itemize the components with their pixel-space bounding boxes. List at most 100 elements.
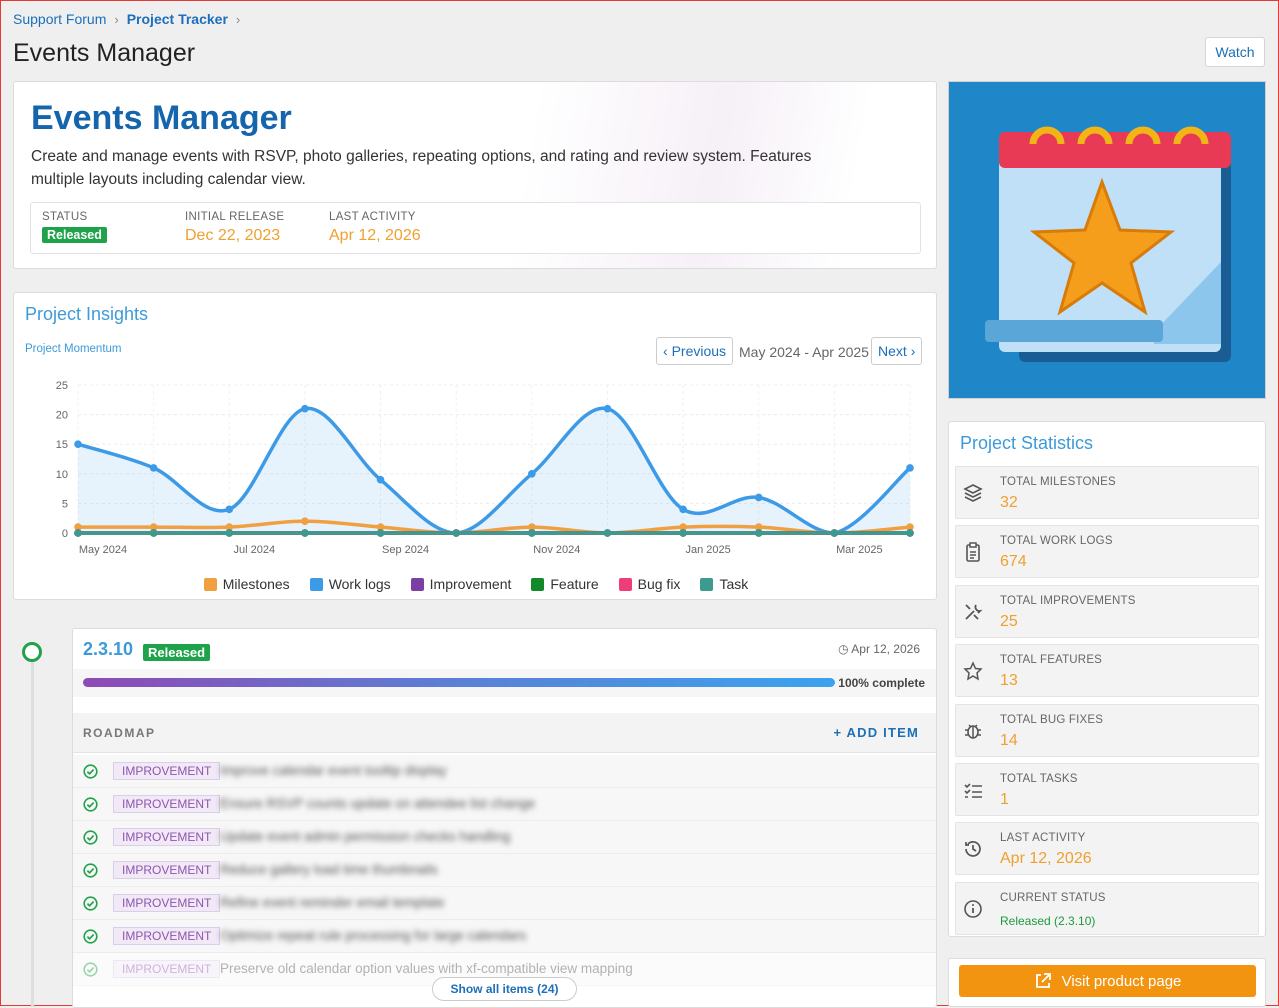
y-tick-label: 10 — [56, 469, 68, 481]
stat-value: Released (2.3.10) — [1000, 913, 1096, 928]
product-image — [948, 81, 1266, 399]
legend-label: Milestones — [222, 576, 290, 592]
data-point-milestones — [301, 517, 309, 525]
stat-label: TOTAL WORK LOGS — [1000, 535, 1113, 548]
roadmap-item[interactable]: IMPROVEMENT Optimize repeat rule processi… — [73, 920, 936, 953]
data-point-work-logs — [225, 505, 234, 514]
date-range: May 2024 - Apr 2025 — [739, 344, 869, 360]
data-point-task — [830, 529, 839, 537]
data-point-task — [452, 529, 460, 537]
check-circle-icon — [83, 797, 98, 812]
check-circle-icon — [83, 896, 98, 911]
x-tick-label: Sep 2024 — [382, 544, 429, 556]
star-icon — [963, 661, 983, 681]
insights-subtitle: Project Momentum — [25, 343, 122, 355]
data-point-milestones — [74, 523, 82, 531]
layers-icon — [963, 484, 983, 502]
stat-label: LAST ACTIVITY — [1000, 832, 1086, 845]
data-point-task — [528, 529, 536, 537]
project-hero: Events Manager Create and manage events … — [13, 81, 937, 269]
data-point-task — [74, 529, 82, 537]
roadmap-item-tag: IMPROVEMENT — [113, 795, 221, 813]
chevron-left-icon: ‹ — [663, 343, 668, 359]
data-point-task — [149, 529, 158, 537]
clipboard-icon — [966, 542, 980, 563]
roadmap-item-tag: IMPROVEMENT — [113, 960, 221, 978]
stat-total-work-logs: TOTAL WORK LOGS 674 — [955, 525, 1259, 579]
stat-label: TOTAL TASKS — [1000, 773, 1078, 785]
breadcrumb-support-forum[interactable]: Support Forum — [13, 11, 107, 27]
timeline-dot — [22, 642, 42, 662]
bug-icon — [965, 724, 981, 739]
legend-label: Feature — [550, 576, 599, 592]
release-badge: Released — [143, 644, 211, 661]
y-tick-label: 20 — [56, 410, 68, 422]
y-tick-label: 25 — [56, 380, 68, 392]
meta-status: STATUS Released — [42, 211, 107, 244]
history-icon — [965, 841, 981, 858]
roadmap-item-tag: IMPROVEMENT — [113, 828, 221, 846]
roadmap-item-text: Improve calendar event tooltip display — [220, 763, 447, 778]
next-label: Next — [878, 343, 907, 359]
roadmap-item[interactable]: IMPROVEMENT Reduce gallery load time thum… — [73, 854, 936, 887]
add-item-button[interactable]: + ADD ITEM — [827, 724, 925, 741]
stat-total-bug-fixes: TOTAL BUG FIXES 14 — [955, 703, 1259, 757]
legend-swatch — [410, 577, 424, 591]
roadmap-title: ROADMAP — [83, 726, 156, 740]
check-circle-icon — [83, 764, 98, 779]
watch-button[interactable]: Watch — [1205, 37, 1265, 67]
stat-label: TOTAL BUG FIXES — [1000, 713, 1104, 726]
show-all-button[interactable]: Show all items (24) — [432, 977, 577, 1001]
visit-section: Visit product page — [948, 958, 1266, 1007]
external-link-icon — [1035, 973, 1051, 988]
x-tick-label: Jul 2024 — [233, 544, 275, 556]
x-tick-label: Mar 2025 — [836, 544, 882, 556]
legend-swatch — [203, 577, 217, 591]
roadmap-item[interactable]: IMPROVEMENT Improve calendar event toolti… — [73, 755, 936, 788]
stat-value: 13 — [1000, 672, 1018, 690]
next-button[interactable]: Next › — [871, 337, 923, 365]
roadmap-list: IMPROVEMENT Improve calendar event toolti… — [73, 755, 936, 986]
visit-product-button[interactable]: Visit product page — [959, 965, 1256, 997]
release-version[interactable]: 2.3.10 — [83, 639, 134, 659]
data-point-milestones — [528, 523, 536, 531]
legend-item[interactable]: Improvement — [410, 576, 512, 592]
momentum-chart: 0 5 10 15 20 25 May 2024 Jul 2024 Sep 2024 Nov 20… — [56, 380, 914, 556]
page-title: Events Manager — [13, 39, 196, 67]
status-badge: Released — [42, 227, 107, 243]
visit-label: Visit product page — [1061, 972, 1182, 990]
legend-item[interactable]: Work logs — [309, 576, 391, 592]
data-point-milestones — [149, 523, 158, 531]
legend-item[interactable]: Task — [700, 576, 748, 592]
roadmap-item[interactable]: IMPROVEMENT Update event admin permission… — [73, 821, 936, 854]
data-point-work-logs — [754, 493, 763, 502]
legend-item[interactable]: Milestones — [203, 576, 290, 592]
data-point-task — [603, 529, 612, 537]
roadmap-item[interactable]: IMPROVEMENT Refine event reminder email t… — [73, 887, 936, 920]
stat-value: 674 — [1000, 553, 1027, 571]
release-date: ◷ Apr 12, 2026 — [838, 642, 920, 656]
roadmap-item[interactable]: IMPROVEMENT Ensure RSVP counts update on … — [73, 788, 936, 821]
previous-label: Previous — [671, 343, 727, 359]
legend-label: Improvement — [429, 576, 512, 592]
legend-swatch — [531, 577, 545, 591]
legend-item[interactable]: Bug fix — [618, 576, 681, 592]
roadmap-item-text: Refine event reminder email template — [220, 895, 445, 910]
roadmap-item-tag: IMPROVEMENT — [113, 861, 221, 879]
tools-icon — [965, 604, 983, 620]
breadcrumb-project-tracker[interactable]: Project Tracker — [126, 11, 228, 27]
info-icon — [964, 899, 982, 918]
stat-label: TOTAL IMPROVEMENTS — [1000, 594, 1136, 607]
previous-button[interactable]: ‹ Previous — [656, 337, 734, 365]
x-tick-label: Nov 2024 — [533, 544, 580, 556]
legend-swatch — [700, 577, 714, 591]
data-point-task — [679, 529, 687, 537]
data-point-work-logs — [906, 464, 914, 472]
legend-item[interactable]: Feature — [531, 576, 599, 592]
progress-label: 100% complete — [838, 676, 925, 690]
tasks-icon — [964, 783, 982, 798]
status-label: STATUS — [42, 211, 88, 223]
last-activity-value: Apr 12, 2026 — [329, 227, 421, 244]
legend-label: Bug fix — [637, 576, 681, 592]
roadmap-item[interactable]: IMPROVEMENT Preserve old calendar option … — [73, 953, 936, 986]
